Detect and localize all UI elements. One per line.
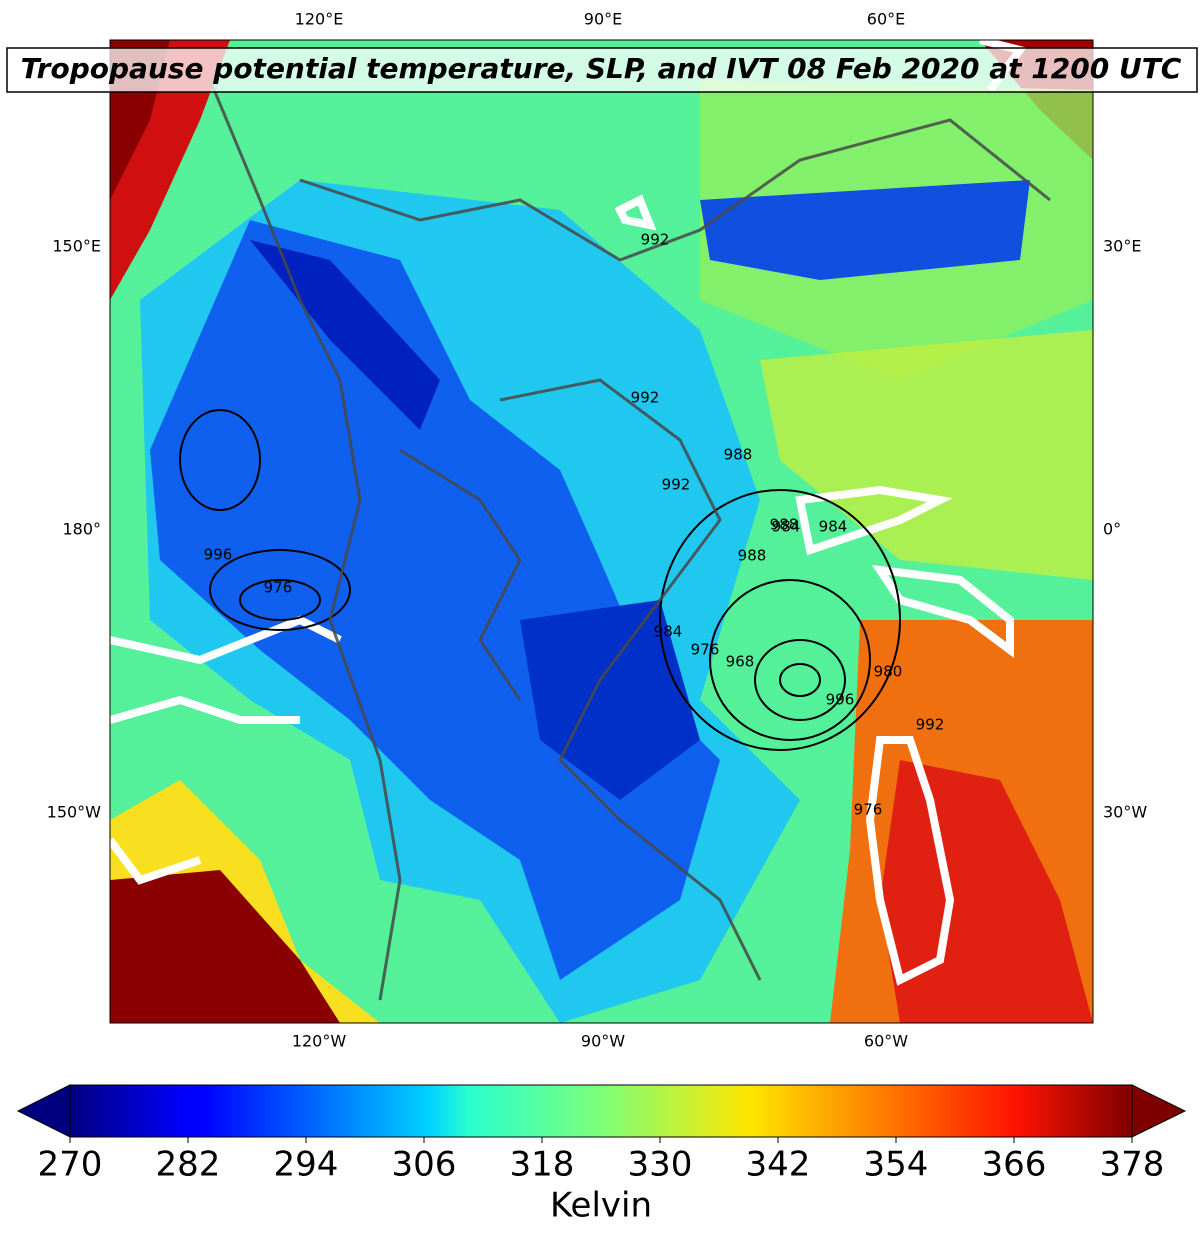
colorbar-tick-label: 366 xyxy=(982,1145,1047,1185)
map-frame xyxy=(109,39,1094,1024)
lon-label: 150°E xyxy=(52,237,101,256)
colorbar-tick-label: 270 xyxy=(38,1145,103,1185)
colorbar-extend-high xyxy=(1131,1084,1187,1138)
lon-label: 30°W xyxy=(1103,803,1147,822)
map-title: Tropopause potential temperature, SLP, a… xyxy=(21,52,1182,85)
lon-label: 30°E xyxy=(1103,237,1141,256)
slp-contour-label: 992 xyxy=(641,231,670,249)
lon-label: 120°W xyxy=(292,1032,347,1051)
slp-contour-label: 988 xyxy=(770,516,799,534)
colorbar-frame xyxy=(69,1084,1133,1138)
colorbar-tick-label: 342 xyxy=(746,1145,811,1185)
slp-contour-label: 988 xyxy=(724,446,753,464)
lon-label: 120°E xyxy=(295,10,344,29)
lon-label: 150°W xyxy=(47,803,102,822)
colorbar-extend-low xyxy=(16,1084,71,1138)
lon-label: 90°E xyxy=(584,10,622,29)
slp-contour-label: 984 xyxy=(819,518,848,536)
slp-contour-label: 984 xyxy=(654,623,683,641)
colorbar-tick-label: 378 xyxy=(1100,1145,1165,1185)
slp-contour-label: 980 xyxy=(874,663,903,681)
colorbar-tick-label: 294 xyxy=(274,1145,339,1185)
colorbar-tick-label: 330 xyxy=(628,1145,693,1185)
slp-contour-label: 992 xyxy=(631,389,660,407)
colorbar-label: Kelvin xyxy=(550,1186,652,1226)
map-field xyxy=(110,40,1093,1023)
slp-contour-label: 984 xyxy=(772,518,801,536)
lon-label: 60°E xyxy=(867,10,905,29)
slp-contour-label: 992 xyxy=(662,476,691,494)
slp-contour-label: 996 xyxy=(204,546,233,564)
colorbar-tick-label: 318 xyxy=(510,1145,575,1185)
lon-label: 90°W xyxy=(581,1032,625,1051)
colorbar-tick-label: 282 xyxy=(156,1145,221,1185)
lon-label: 60°W xyxy=(864,1032,908,1051)
lon-label: 0° xyxy=(1103,520,1121,539)
slp-contour-label: 996 xyxy=(826,691,855,709)
colorbar-gradient xyxy=(70,1085,1132,1137)
lon-label: 180° xyxy=(62,520,101,539)
title-box xyxy=(6,47,1198,93)
slp-contour-label: 968 xyxy=(726,653,755,671)
colorbar-tick-label: 306 xyxy=(392,1145,457,1185)
slp-contour-label: 992 xyxy=(916,716,945,734)
slp-contour-label: 976 xyxy=(264,579,293,597)
colorbar: 270 282 294 306 318 330 342 354 366 378 xyxy=(16,1084,1187,1185)
slp-contour-label: 976 xyxy=(691,641,720,659)
slp-contour-label: 976 xyxy=(854,801,883,819)
colorbar-tick-label: 354 xyxy=(864,1145,929,1185)
slp-contour-label: 988 xyxy=(738,547,767,565)
